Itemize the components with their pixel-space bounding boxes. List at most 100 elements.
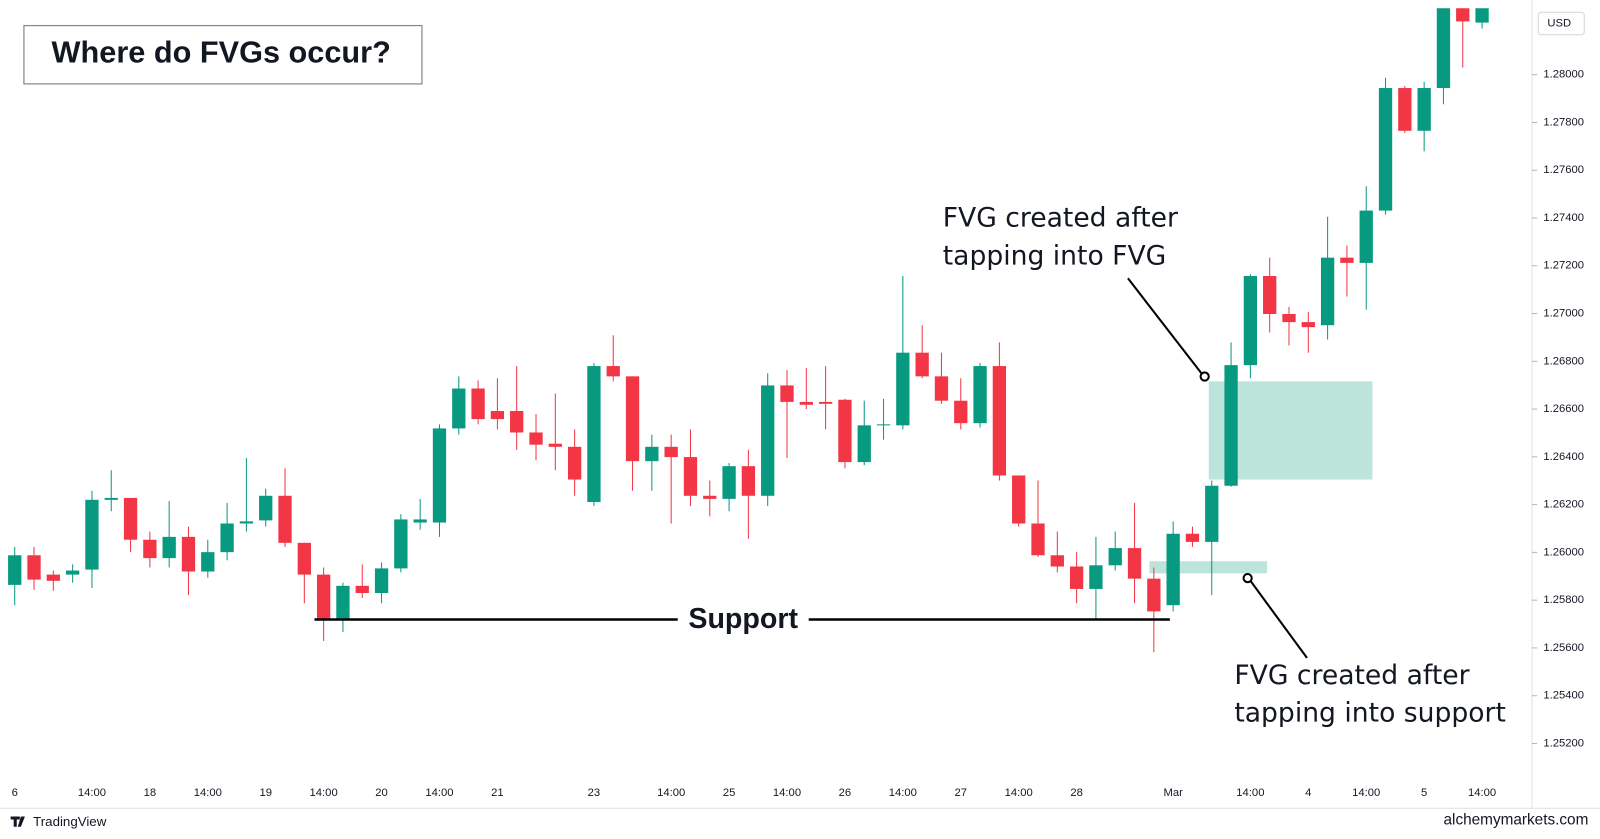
candle-body [1340,257,1354,263]
x-tick-label: 23 [588,787,601,799]
x-tick-label: 26 [839,787,852,799]
tradingview-logo [10,816,25,827]
candle-body [297,542,311,575]
candle-body [818,401,833,404]
candle-body [1475,8,1489,23]
candle-body [162,536,176,559]
candle-body [65,570,80,575]
candle-body [432,428,447,523]
candle-body [1263,276,1277,315]
candle-body [336,585,350,620]
candle-body [1417,88,1431,131]
candle-body [8,555,22,585]
y-tick-label: 1.27800 [1543,116,1584,128]
candle-body [567,446,582,480]
currency-label: USD [1547,18,1571,30]
x-tick-label: 4 [1305,787,1311,799]
candle-body [741,466,756,496]
support-label-bg [677,603,809,636]
candle-body [316,574,331,620]
y-tick-label: 1.27200 [1543,260,1584,272]
arrow-dot [1199,371,1210,382]
candle-body [1166,533,1180,606]
candle-body [259,495,273,521]
y-tick-label: 1.25600 [1543,642,1584,654]
candle-body [896,352,910,426]
candle-body [992,366,1007,476]
candle-body [1301,322,1315,328]
candle-body [510,410,524,433]
candle-body [1205,485,1219,542]
candle-body [838,399,852,463]
x-tick-label: 19 [259,787,272,799]
candle-body [780,385,794,402]
x-tick-label: 6 [12,787,18,799]
y-tick-label: 1.28000 [1543,69,1584,81]
candle-body [27,555,41,580]
candle-body [761,385,775,496]
x-tick-label: 14:00 [1236,787,1264,799]
plot-area: 1.25200 1.25400 1.25600 1.25800 1.26000 1.262… [8,8,1584,799]
candle-body [1398,88,1412,131]
candle-body [201,552,215,572]
x-tick-label: 14:00 [773,787,801,799]
y-tick-label: 1.27400 [1543,212,1584,224]
annotation-text: FVG created after [943,202,1178,233]
x-tick-label: 5 [1421,787,1427,799]
candle-body [625,376,640,462]
x-tick-label: 20 [375,787,388,799]
y-tick-label: 1.26200 [1543,499,1584,511]
x-tick-label: 14:00 [657,787,685,799]
x-tick-label: 14:00 [310,787,338,799]
candle-body [490,410,505,420]
x-tick-label: 21 [491,787,504,799]
candle-body [1147,578,1161,612]
candle-body [1378,88,1393,211]
candle-body [46,574,60,581]
x-tick-label: 28 [1070,787,1083,799]
candle-body [915,352,929,377]
candle-body [1320,257,1335,326]
candle-body [1243,276,1258,366]
candle-body [587,366,601,502]
candle-body [374,568,389,594]
x-tick-label: 14:00 [1468,787,1496,799]
x-tick-label: 18 [144,787,157,799]
candle-body [664,446,678,458]
x-tick-label: 27 [955,787,968,799]
x-tick-label: 14:00 [194,787,222,799]
title-box [23,24,423,85]
y-tick-label: 1.27600 [1543,164,1584,176]
candle-body [1224,365,1238,486]
y-tick-label: 1.26000 [1543,546,1584,558]
candle-body [973,366,987,424]
candle-body [220,523,234,553]
arrow-dot [1242,572,1253,584]
x-tick-label: 25 [723,787,736,799]
candle-body [703,495,717,499]
arrow-line [1249,580,1308,659]
candle-body [104,497,118,500]
x-tick-label: 14:00 [1352,787,1380,799]
candle-body [876,424,891,426]
candle-body [1089,565,1103,589]
candle-body [1359,210,1373,263]
candle-body [1185,533,1200,542]
y-tick-label: 1.26600 [1543,403,1584,415]
y-tick-label: 1.26400 [1543,451,1584,463]
candle-body [1108,548,1122,566]
footer-left: TradingView [33,814,107,829]
support-label: Support [688,603,798,635]
candle-body [123,497,138,540]
x-tick-label: 14:00 [889,787,917,799]
arrow-line [1127,277,1203,375]
y-tick-label: 1.27000 [1543,307,1584,319]
candle-body [355,585,369,594]
candle-body [857,425,871,463]
candle-body [1012,475,1026,524]
candle-body [548,443,562,447]
candle-body [606,366,620,377]
annotation-text: tapping into FVG [943,240,1167,271]
candle-body [529,432,543,445]
